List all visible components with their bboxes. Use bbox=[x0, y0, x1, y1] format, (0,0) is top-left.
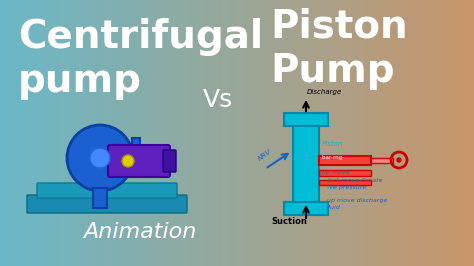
Text: Discharge: Discharge bbox=[307, 89, 342, 95]
Bar bbox=[319, 180, 371, 185]
FancyBboxPatch shape bbox=[163, 150, 176, 172]
Text: Piston: Piston bbox=[322, 141, 343, 147]
Circle shape bbox=[90, 148, 110, 168]
Bar bbox=[284, 202, 328, 215]
Text: NRV: NRV bbox=[257, 148, 273, 162]
Bar bbox=[371, 158, 393, 163]
Bar bbox=[319, 170, 371, 176]
Bar bbox=[93, 188, 107, 208]
Bar bbox=[293, 126, 319, 202]
Bar bbox=[319, 156, 371, 165]
Text: up move: up move bbox=[322, 170, 350, 175]
FancyBboxPatch shape bbox=[37, 183, 177, 198]
Text: Centrifugal
pump: Centrifugal pump bbox=[18, 18, 263, 100]
Bar bbox=[284, 113, 328, 126]
Text: Animation: Animation bbox=[83, 222, 197, 242]
Bar bbox=[132, 155, 150, 163]
Text: Suction: Suction bbox=[271, 217, 307, 226]
Text: up move discharge
fluid: up move discharge fluid bbox=[327, 198, 387, 210]
Text: bar rng: bar rng bbox=[322, 155, 342, 160]
Text: Vs: Vs bbox=[203, 88, 233, 112]
Text: Piston
Pump: Piston Pump bbox=[270, 8, 408, 90]
Bar bbox=[132, 138, 140, 156]
Circle shape bbox=[67, 125, 133, 191]
FancyBboxPatch shape bbox=[108, 145, 170, 177]
FancyBboxPatch shape bbox=[27, 195, 187, 213]
Text: Jack move Create
-ve pressure: Jack move Create -ve pressure bbox=[327, 178, 383, 190]
Circle shape bbox=[397, 158, 401, 162]
Circle shape bbox=[122, 155, 134, 167]
